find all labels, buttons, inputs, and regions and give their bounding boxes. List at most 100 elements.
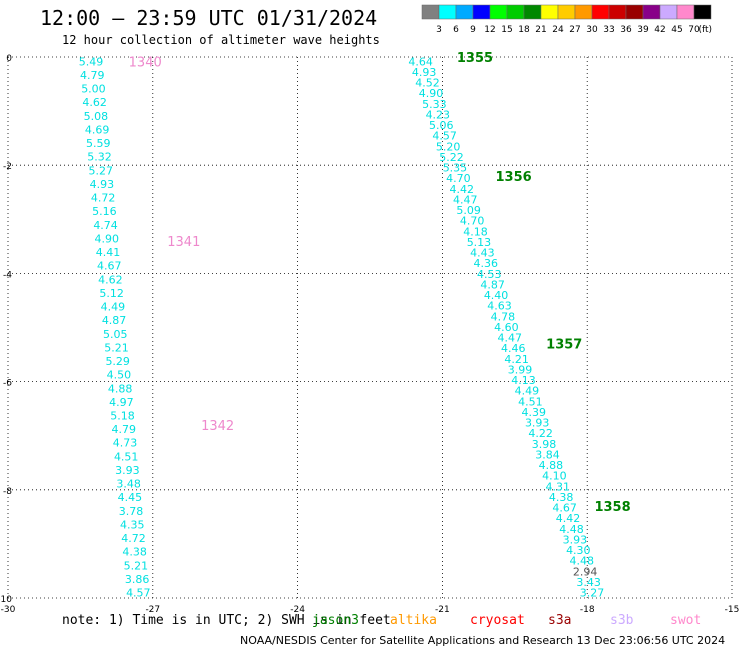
wave-height-value: 4.69	[85, 123, 110, 136]
wave-height-value: 4.53	[477, 268, 502, 281]
colorbar-label: 24	[552, 25, 564, 35]
wave-height-value: 4.87	[480, 278, 505, 291]
y-tick-label: -2	[3, 162, 12, 172]
wave-height-value: 4.64	[408, 55, 433, 68]
colorbar-swatch	[693, 4, 712, 20]
wave-height-value: 3.86	[125, 573, 150, 586]
wave-height-value: 4.79	[80, 69, 105, 82]
pass-number-label: 1342	[201, 419, 234, 434]
chart-title: 12:00 — 23:59 UTC 01/31/2024	[40, 6, 378, 30]
wave-height-value: 4.88	[108, 382, 133, 395]
wave-height-value: 4.52	[415, 77, 440, 90]
wave-height-value: 4.62	[98, 273, 123, 286]
wave-height-value: 4.67	[552, 502, 577, 515]
pass-number-label: 1357	[546, 338, 582, 353]
wave-height-value: 4.87	[102, 314, 127, 327]
satellite-legend-item: cryosat	[470, 613, 525, 628]
wave-height-value: 4.51	[518, 395, 543, 408]
colorbar-label: 30	[586, 25, 598, 35]
wave-height-value: 4.97	[109, 396, 134, 409]
pass-number-label: 1341	[167, 235, 200, 250]
colorbar-label: 15	[501, 25, 512, 35]
wave-height-value: 4.49	[101, 301, 126, 314]
wave-height-value: 3.43	[576, 576, 601, 589]
wave-height-value: 5.59	[86, 137, 111, 150]
wave-height-value: 4.51	[114, 450, 139, 463]
pass-number-label: 1355	[457, 51, 493, 66]
colorbar-label: 36	[620, 25, 632, 35]
wave-height-value: 5.32	[87, 151, 112, 164]
wave-height-value: 4.41	[96, 246, 121, 259]
x-tick-label: -21	[435, 605, 450, 615]
wave-height-value: 5.21	[124, 559, 149, 572]
footnote: note: 1) Time is in UTC; 2) SWH is in fe…	[62, 613, 391, 628]
wave-height-value: 4.72	[121, 532, 146, 545]
wave-height-value: 2.94	[573, 565, 598, 578]
wave-height-value: 3.99	[508, 363, 533, 376]
colorbar-label: 42	[654, 25, 665, 35]
wave-height-value: 5.16	[92, 205, 117, 218]
wave-height-value: 4.40	[484, 289, 509, 302]
wave-height-value: 3.93	[525, 417, 550, 430]
wave-height-value: 5.20	[436, 140, 461, 153]
wave-height-value: 5.35	[443, 162, 468, 175]
wave-height-value: 4.46	[501, 342, 526, 355]
wave-height-value: 5.05	[103, 328, 128, 341]
y-tick-label: 0	[6, 54, 12, 64]
wave-height-value: 3.78	[119, 505, 144, 518]
wave-height-value: 5.21	[104, 341, 129, 354]
chart-subtitle: 12 hour collection of altimeter wave hei…	[62, 33, 380, 47]
wave-height-value: 4.74	[93, 219, 118, 232]
wave-height-value: 4.22	[528, 427, 553, 440]
y-tick-label: -4	[3, 270, 12, 280]
wave-height-value: 4.23	[426, 108, 451, 121]
wave-height-value: 4.43	[470, 247, 495, 260]
wave-height-value: 3.93	[563, 533, 588, 546]
wave-height-value: 4.21	[504, 353, 529, 366]
colorbar-label: 27	[569, 25, 580, 35]
colorbar-label: 9	[470, 25, 476, 35]
satellite-legend-item: jason3	[312, 613, 359, 628]
wave-height-value: 4.90	[419, 87, 444, 100]
wave-height-value: 4.78	[491, 310, 516, 323]
wave-height-value: 4.48	[559, 523, 584, 536]
wave-height-value: 4.90	[95, 232, 120, 245]
wave-height-value: 4.57	[432, 130, 457, 143]
wave-height-value: 4.60	[494, 321, 519, 334]
wave-height-value: 4.45	[118, 491, 143, 504]
wave-height-value: 4.13	[511, 374, 536, 387]
wave-height-value: 3.98	[532, 438, 557, 451]
pass-number-label: 1358	[594, 500, 630, 515]
x-tick-label: -24	[290, 605, 305, 615]
wave-height-value: 4.31	[546, 480, 571, 493]
wave-height-value: 5.09	[456, 204, 481, 217]
x-tick-label: -15	[725, 605, 740, 615]
wave-height-value: 5.49	[79, 55, 104, 68]
colorbar-label: 21	[535, 25, 546, 35]
wave-height-value: 5.22	[439, 151, 464, 164]
wave-height-value: 4.50	[107, 369, 132, 382]
wave-height-value: 5.13	[467, 236, 492, 249]
wave-height-value: 5.27	[88, 164, 113, 177]
wave-height-value: 4.79	[112, 423, 137, 436]
wave-height-value: 5.18	[110, 410, 135, 423]
colorbar-label: 39	[637, 25, 649, 35]
wave-height-value: 5.12	[99, 287, 124, 300]
wave-height-value: 5.00	[81, 83, 106, 96]
wave-height-value: 4.88	[539, 459, 564, 472]
colorbar-label: 3	[436, 25, 442, 35]
wave-height-value: 4.93	[412, 66, 437, 79]
wave-height-value: 4.72	[91, 192, 116, 205]
wave-height-value: 4.70	[460, 215, 485, 228]
y-tick-label: -10	[0, 595, 12, 605]
wave-height-value: 4.38	[122, 546, 147, 559]
wave-height-value: 4.67	[97, 260, 122, 273]
colorbar-label: 45	[671, 25, 682, 35]
wave-height-value: 5.08	[84, 110, 109, 123]
colorbar-label: 70	[688, 25, 700, 35]
wave-height-value: 4.47	[453, 193, 478, 206]
x-tick-label: -27	[145, 605, 160, 615]
wave-height-value: 3.84	[535, 448, 560, 461]
wave-height-value: 4.38	[549, 491, 574, 504]
